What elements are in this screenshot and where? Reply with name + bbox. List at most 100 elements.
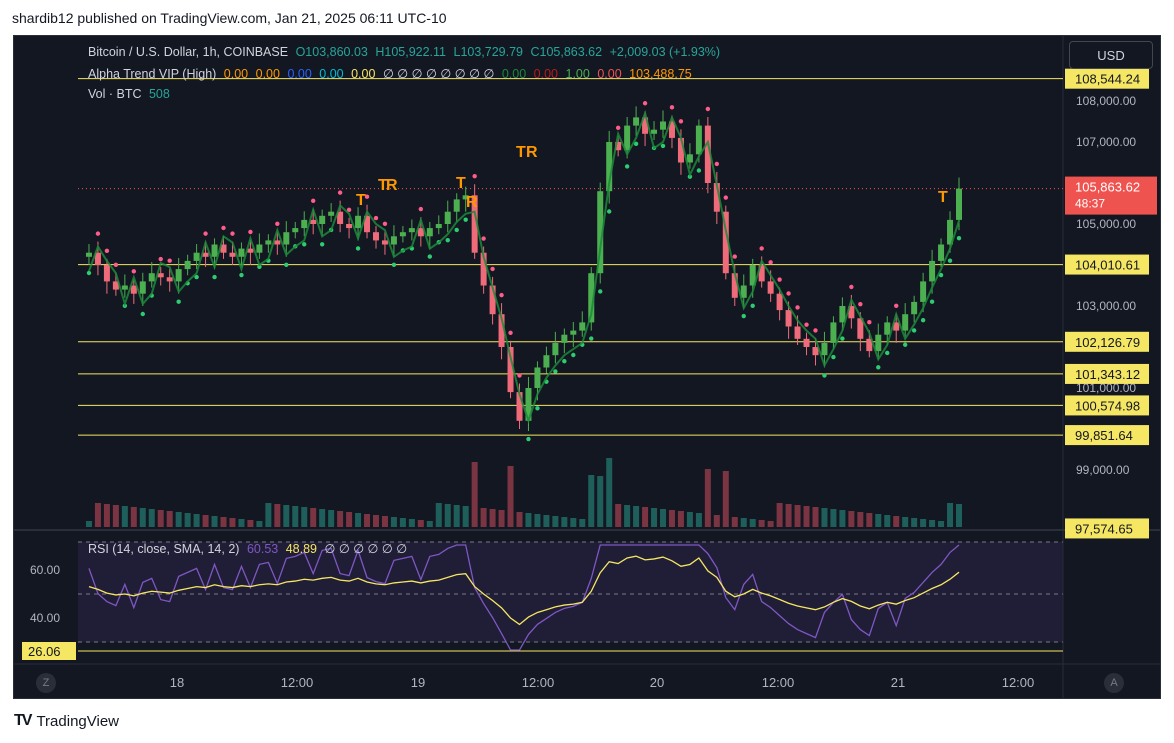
candle-body	[364, 215, 371, 233]
signal-dot	[230, 231, 235, 236]
candle-body	[274, 240, 281, 245]
volume-bar	[848, 511, 855, 527]
candle-body	[355, 215, 362, 229]
volume-bar	[525, 513, 532, 527]
volume-bar	[920, 519, 927, 527]
volume-bar	[346, 512, 353, 527]
signal-dot	[723, 195, 728, 200]
rsi-band	[78, 542, 1063, 642]
signal-dot	[104, 248, 110, 254]
candle-body	[229, 252, 236, 257]
volume-bar	[911, 518, 918, 527]
signal-dot	[786, 291, 791, 296]
volume-bar	[947, 503, 954, 527]
volume-bar	[274, 504, 281, 527]
signal-label: T	[378, 177, 388, 194]
x-tick-label: 12:00	[762, 675, 795, 690]
level-price-label: 97,574.65	[1075, 521, 1133, 536]
level-price-label: 101,343.12	[1075, 367, 1140, 382]
signal-dot	[194, 274, 199, 280]
signal-dot	[696, 168, 702, 173]
volume-bar	[543, 515, 550, 527]
signal-dot	[257, 264, 262, 270]
candle-body	[821, 342, 828, 356]
signal-label: T	[456, 175, 466, 192]
y-tick-label: 103,000.00	[1076, 299, 1136, 313]
signal-dot	[176, 299, 181, 304]
signal-dot	[606, 209, 612, 214]
signal-dot	[472, 174, 477, 179]
volume-bar	[758, 520, 765, 527]
signal-dot	[947, 258, 953, 263]
y-tick-label: 107,000.00	[1076, 135, 1136, 149]
candle-body	[704, 125, 711, 183]
volume-bar	[408, 519, 415, 527]
candle-body	[615, 142, 622, 151]
volume-bar	[247, 520, 254, 527]
candle-body	[911, 301, 918, 315]
candle-body	[507, 347, 514, 393]
candle-body	[399, 232, 406, 237]
level-price-label: 104,010.61	[1075, 258, 1140, 273]
signal-dot	[920, 317, 926, 323]
signal-dot	[463, 217, 468, 222]
signal-dot	[131, 269, 137, 274]
candle-body	[489, 285, 496, 315]
signal-dot	[705, 106, 711, 112]
candle-body	[651, 129, 658, 134]
volume-bar	[507, 466, 514, 527]
volume-bar	[516, 512, 523, 527]
candle-body	[956, 188, 962, 220]
signal-dot	[885, 350, 890, 356]
level-price-tag	[1065, 331, 1149, 352]
currency-button[interactable]: USD	[1069, 41, 1153, 69]
signal-dot	[508, 330, 513, 336]
signal-dot	[391, 262, 397, 267]
volume-bar	[776, 503, 783, 527]
level-price-tag	[1065, 254, 1149, 275]
candle-body	[668, 121, 675, 138]
candle-body	[830, 322, 837, 343]
rsi-value: 60.53	[246, 542, 279, 556]
volume-bar	[579, 519, 586, 527]
volume-bar	[534, 514, 541, 527]
candle-body	[184, 260, 191, 270]
candle-body	[390, 236, 397, 245]
candle-body	[381, 240, 388, 245]
auto-scale-toggle[interactable]: A	[1104, 673, 1124, 693]
low-value: L103,729.79	[453, 45, 524, 59]
candle-body	[157, 273, 164, 278]
candle-body	[417, 228, 424, 237]
rsi-label: RSI (14, close, SMA, 14, 2)	[88, 542, 240, 556]
candle-body	[731, 273, 738, 298]
volume-bar	[866, 513, 873, 527]
volume-bar	[660, 509, 667, 527]
volume-bar	[624, 505, 631, 527]
signal-dot	[284, 262, 289, 267]
volume-bar	[121, 506, 128, 527]
volume-bar	[480, 508, 487, 527]
signal-dot	[956, 235, 962, 241]
volume-bar	[175, 512, 182, 527]
signal-dot	[113, 262, 119, 267]
candle-body	[597, 191, 604, 274]
volume-bar	[722, 471, 729, 527]
change-value: +2,009.03 (+1.93%)	[609, 45, 721, 59]
signal-dot	[275, 221, 280, 226]
candle-body	[857, 318, 864, 339]
signal-dot	[221, 225, 226, 231]
volume-bar	[471, 462, 478, 527]
candle-body	[947, 219, 954, 245]
timezone-toggle[interactable]: Z	[36, 673, 56, 693]
ind-val: 1.00	[565, 67, 590, 81]
rsi-line	[88, 544, 960, 651]
candle-body	[444, 211, 451, 224]
volume-bar	[749, 519, 756, 527]
ind-val: 0.00	[255, 67, 280, 81]
signal-dot	[553, 369, 558, 374]
candle-body	[875, 334, 882, 352]
volume-bar	[884, 515, 891, 527]
volume-bar	[417, 520, 424, 527]
signal-dot	[777, 277, 782, 282]
